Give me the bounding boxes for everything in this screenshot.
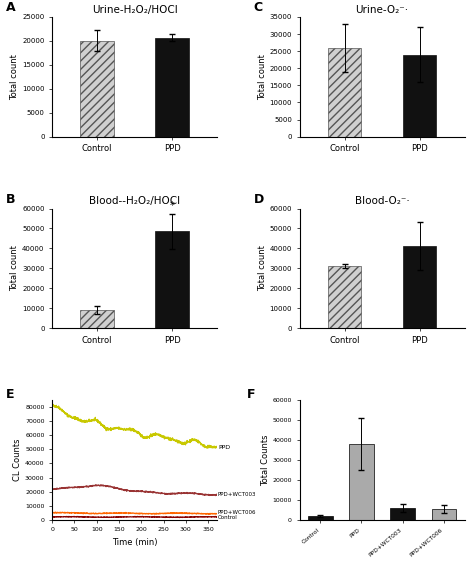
- Y-axis label: CL Counts: CL Counts: [13, 438, 22, 481]
- Bar: [328, 47, 361, 137]
- Bar: [431, 509, 456, 520]
- Bar: [349, 444, 374, 520]
- Text: B: B: [6, 193, 16, 206]
- Title: Urine-H₂O₂/HOCl: Urine-H₂O₂/HOCl: [92, 5, 177, 15]
- Text: *: *: [170, 201, 174, 211]
- Text: PPD+WCT006: PPD+WCT006: [218, 510, 256, 515]
- Y-axis label: Total count: Total count: [10, 54, 19, 100]
- Bar: [80, 310, 114, 328]
- Text: F: F: [247, 388, 255, 401]
- Y-axis label: Total count: Total count: [10, 245, 19, 292]
- Bar: [328, 266, 361, 328]
- X-axis label: Time (min): Time (min): [112, 538, 157, 547]
- Title: Blood--H₂O₂/HOCl: Blood--H₂O₂/HOCl: [89, 197, 180, 206]
- Text: A: A: [6, 1, 16, 14]
- Y-axis label: Total count: Total count: [258, 54, 267, 100]
- Y-axis label: Total Counts: Total Counts: [261, 434, 270, 486]
- Y-axis label: Total count: Total count: [258, 245, 267, 292]
- Text: D: D: [254, 193, 264, 206]
- Text: Control: Control: [218, 515, 238, 520]
- Text: C: C: [254, 1, 263, 14]
- Text: PPD+WCT003: PPD+WCT003: [218, 492, 256, 497]
- Bar: [402, 246, 437, 328]
- Bar: [402, 55, 437, 137]
- Title: Blood-O₂⁻·: Blood-O₂⁻·: [355, 197, 410, 206]
- Text: PPD: PPD: [218, 445, 230, 450]
- Bar: [80, 41, 114, 137]
- Title: Urine-O₂⁻·: Urine-O₂⁻·: [356, 5, 409, 15]
- Text: E: E: [6, 388, 14, 401]
- Bar: [390, 508, 415, 520]
- Bar: [155, 232, 189, 328]
- Bar: [155, 37, 189, 137]
- Bar: [308, 516, 333, 520]
